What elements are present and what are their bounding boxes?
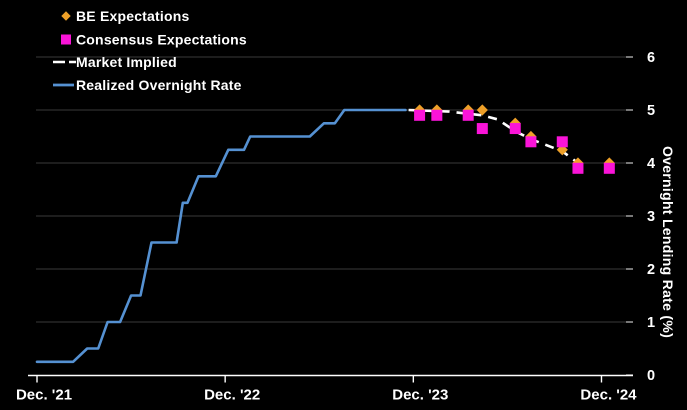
square-icon	[61, 34, 71, 45]
consensus-square-marker	[476, 123, 488, 135]
diamond-icon	[61, 11, 71, 21]
x-tick-label: Dec. '22	[204, 387, 260, 404]
y-tick-label: 2	[647, 262, 655, 278]
y-tick-label: 6	[647, 50, 655, 66]
legend: BE Expectations Consensus Expectations M…	[53, 8, 247, 93]
x-axis-tick-labels: Dec. '21 Dec. '22 Dec. '23 Dec. '24	[16, 387, 637, 404]
legend-label-realized: Realized Overnight Rate	[76, 77, 242, 93]
consensus-square-marker	[525, 136, 537, 148]
realized-line-path	[35, 108, 407, 364]
y-tick-label: 0	[647, 368, 655, 384]
be-diamond-marker	[476, 104, 488, 116]
consensus-square-marker	[509, 123, 521, 135]
legend-item-market-implied: Market Implied	[53, 54, 177, 70]
x-tick-label: Dec. '23	[392, 387, 448, 404]
realized-overnight-rate-line	[35, 108, 407, 364]
legend-item-be-expectations: BE Expectations	[61, 8, 189, 24]
consensus-square-marker	[462, 109, 474, 121]
gridlines	[36, 56, 626, 323]
market-implied-path	[408, 108, 586, 168]
x-tick-label: Dec. '24	[580, 387, 637, 404]
consensus-square-marker	[572, 162, 584, 174]
y-tick-label: 5	[647, 103, 655, 119]
consensus-square-marker	[556, 136, 568, 148]
consensus-square-marker	[431, 109, 443, 121]
y-axis-tick-labels: 0 1 2 3 4 5 6	[647, 50, 655, 384]
be-expectations-markers	[413, 104, 615, 169]
x-axis	[28, 374, 633, 383]
consensus-square-marker	[414, 109, 426, 121]
y-tick-label: 4	[647, 156, 655, 172]
x-tick-label: Dec. '21	[16, 387, 72, 404]
legend-item-consensus-expectations: Consensus Expectations	[61, 32, 247, 48]
consensus-expectations-markers	[414, 109, 615, 174]
y-tick-label: 3	[647, 209, 655, 225]
legend-label-be: BE Expectations	[76, 8, 189, 24]
market-implied-dashed-line	[408, 108, 586, 168]
legend-label-market-implied: Market Implied	[76, 54, 177, 70]
consensus-square-marker	[603, 162, 615, 174]
legend-item-realized-overnight-rate: Realized Overnight Rate	[53, 77, 242, 93]
y-axis-ticks	[626, 56, 633, 376]
y-tick-label: 1	[647, 315, 655, 331]
y-axis-title: Overnight Lending Rate (%)	[660, 146, 676, 338]
legend-label-consensus: Consensus Expectations	[76, 32, 247, 48]
